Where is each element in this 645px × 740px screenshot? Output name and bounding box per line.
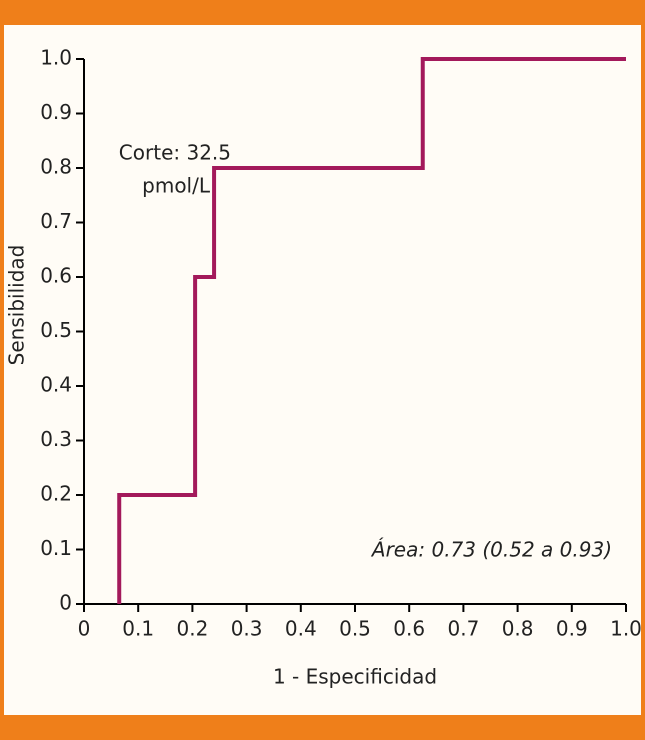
- y-tick-label: 0.3: [40, 427, 72, 451]
- x-tick-label: 0.4: [285, 617, 317, 641]
- x-tick-label: 0.8: [502, 617, 534, 641]
- x-tick-label: 0.7: [447, 617, 479, 641]
- y-tick-label: 1.0: [40, 46, 72, 70]
- annotation: Corte: 32.5: [119, 141, 231, 165]
- y-tick-label: 0.6: [40, 264, 72, 288]
- y-tick-label: 0: [59, 591, 72, 615]
- x-tick-label: 0.9: [556, 617, 588, 641]
- y-tick-label: 0.9: [40, 100, 72, 124]
- annotation: pmol/L: [142, 174, 211, 198]
- y-tick-label: 0.8: [40, 155, 72, 179]
- annotation: Área: 0.73 (0.52 a 0.93): [370, 538, 612, 562]
- x-tick-label: 0.6: [393, 617, 425, 641]
- y-tick-label: 0.2: [40, 482, 72, 506]
- y-tick-label: 0.7: [40, 209, 72, 233]
- right-border: [641, 0, 645, 740]
- y-tick-label: 0.1: [40, 536, 72, 560]
- left-border: [0, 0, 4, 740]
- y-tick-label: 0.5: [40, 318, 72, 342]
- top-band: [0, 0, 645, 25]
- x-tick-label: 0: [78, 617, 91, 641]
- x-tick-label: 1.0: [610, 617, 642, 641]
- x-tick-label: 0.1: [122, 617, 154, 641]
- y-tick-label: 0.4: [40, 373, 72, 397]
- bottom-band: [0, 715, 645, 740]
- roc-line: [117, 57, 626, 604]
- y-axis-label: Sensibilidad: [5, 245, 29, 366]
- x-tick-label: 0.2: [176, 617, 208, 641]
- x-tick-label: 0.3: [231, 617, 263, 641]
- x-tick-label: 0.5: [339, 617, 371, 641]
- x-axis-label: 1 - Especificidad: [273, 665, 437, 689]
